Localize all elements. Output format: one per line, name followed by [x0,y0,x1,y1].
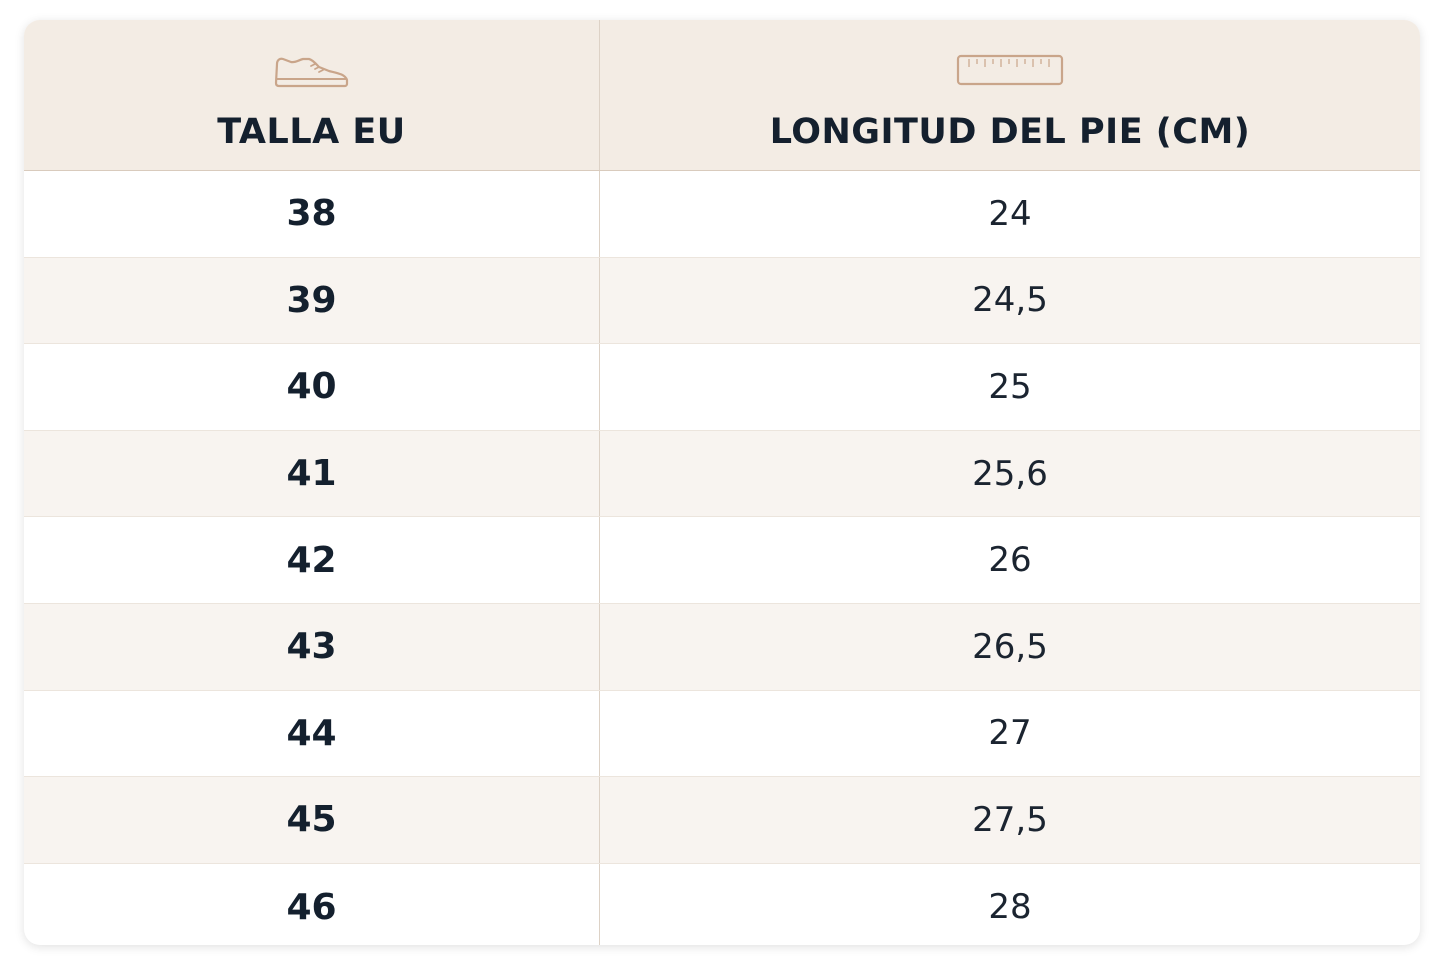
header-cell-length: LONGITUD DEL PIE (CM) [600,20,1420,170]
table-row: 39 24,5 [24,257,1420,345]
table-row: 44 27 [24,690,1420,778]
length-cell: 24 [988,193,1032,234]
size-cell: 41 [24,430,600,517]
size-cell: 43 [24,603,600,690]
size-cell: 40 [24,344,600,430]
size-cell: 46 [24,863,600,945]
size-chart-table: TALLA EU [24,20,1420,945]
ruler-icon [955,50,1065,90]
header-cell-size: TALLA EU [24,20,600,170]
size-cell: 45 [24,777,600,863]
size-cell: 44 [24,690,600,777]
length-cell: 26 [988,540,1032,581]
table-row: 41 25,6 [24,430,1420,518]
table-row: 42 26 [24,517,1420,604]
header-label-length: LONGITUD DEL PIE (CM) [769,112,1251,152]
length-cell: 27,5 [972,799,1048,840]
size-cell: 39 [24,257,600,344]
table-row: 43 26,5 [24,603,1420,691]
sneaker-icon [273,50,351,90]
length-cell: 27 [988,713,1032,754]
table-row: 45 27,5 [24,777,1420,864]
table-row: 38 24 [24,171,1420,258]
header-label-size: TALLA EU [217,112,406,152]
table-body: 38 24 39 24,5 40 25 41 25,6 42 26 43 26,… [24,171,1420,945]
table-row: 46 28 [24,863,1420,945]
length-cell: 26,5 [972,626,1048,667]
table-header: TALLA EU [24,20,1420,171]
table-row: 40 25 [24,344,1420,431]
size-cell: 42 [24,517,600,603]
length-cell: 25,6 [972,453,1048,494]
size-cell: 38 [24,171,600,257]
length-cell: 28 [988,887,1032,928]
length-cell: 24,5 [972,280,1048,321]
length-cell: 25 [988,366,1032,407]
